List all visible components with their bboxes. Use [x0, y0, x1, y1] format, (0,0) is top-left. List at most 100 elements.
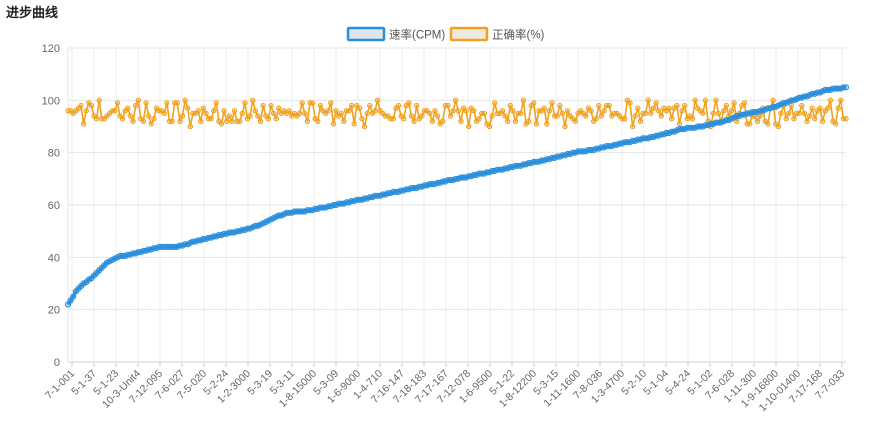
- accuracy-series-point[interactable]: [119, 116, 126, 122]
- accuracy-series-point[interactable]: [333, 108, 339, 114]
- accuracy-series-point[interactable]: [453, 97, 459, 104]
- accuracy-series-point[interactable]: [390, 116, 396, 122]
- accuracy-series-point[interactable]: [809, 105, 815, 111]
- accuracy-series-point[interactable]: [731, 100, 737, 106]
- accuracy-series-point[interactable]: [843, 116, 849, 122]
- accuracy-series-point[interactable]: [622, 116, 628, 122]
- accuracy-series-point[interactable]: [796, 110, 802, 117]
- accuracy-series-point[interactable]: [832, 121, 839, 127]
- accuracy-series-point[interactable]: [112, 108, 118, 114]
- accuracy-series-point[interactable]: [372, 108, 378, 114]
- accuracy-series-point[interactable]: [255, 113, 261, 119]
- accuracy-series-point[interactable]: [304, 118, 311, 125]
- accuracy-series-point[interactable]: [302, 110, 308, 117]
- accuracy-series-point[interactable]: [778, 110, 784, 117]
- accuracy-series-point[interactable]: [692, 97, 698, 104]
- accuracy-series-point[interactable]: [546, 108, 553, 114]
- accuracy-series-point[interactable]: [328, 100, 334, 106]
- accuracy-series-point[interactable]: [786, 110, 792, 117]
- accuracy-series-point[interactable]: [317, 102, 324, 109]
- accuracy-series-point[interactable]: [198, 118, 204, 125]
- accuracy-series-point[interactable]: [520, 97, 527, 104]
- accuracy-series-point[interactable]: [650, 105, 657, 111]
- accuracy-series-point[interactable]: [775, 123, 781, 130]
- accuracy-series-point[interactable]: [83, 108, 89, 114]
- accuracy-series-point[interactable]: [806, 113, 813, 119]
- accuracy-series-point[interactable]: [799, 102, 805, 109]
- accuracy-series-point[interactable]: [252, 108, 259, 114]
- accuracy-series-point[interactable]: [348, 102, 355, 109]
- accuracy-series-point[interactable]: [195, 108, 201, 114]
- accuracy-series-point[interactable]: [174, 100, 181, 106]
- accuracy-series-point[interactable]: [351, 121, 357, 127]
- accuracy-series-point[interactable]: [715, 110, 722, 117]
- accuracy-series-point[interactable]: [518, 110, 524, 117]
- accuracy-series-point[interactable]: [276, 105, 282, 111]
- accuracy-series-point[interactable]: [356, 105, 363, 111]
- accuracy-series-point[interactable]: [637, 118, 644, 125]
- accuracy-series-point[interactable]: [93, 116, 100, 122]
- accuracy-series-point[interactable]: [185, 105, 191, 111]
- accuracy-series-point[interactable]: [817, 105, 823, 111]
- accuracy-series-point[interactable]: [367, 102, 373, 109]
- accuracy-series-point[interactable]: [140, 118, 147, 125]
- accuracy-series-point[interactable]: [562, 123, 568, 130]
- accuracy-series-point[interactable]: [432, 108, 438, 114]
- accuracy-series-point[interactable]: [642, 110, 649, 117]
- accuracy-series-point[interactable]: [825, 105, 831, 111]
- accuracy-series-point[interactable]: [427, 110, 433, 117]
- accuracy-series-point[interactable]: [804, 118, 810, 125]
- accuracy-series-point[interactable]: [721, 108, 727, 114]
- accuracy-series-point[interactable]: [179, 113, 186, 119]
- accuracy-series-point[interactable]: [544, 121, 550, 127]
- accuracy-series-point[interactable]: [679, 108, 685, 114]
- accuracy-series-point[interactable]: [463, 108, 469, 114]
- accuracy-series-point[interactable]: [588, 108, 594, 114]
- accuracy-series-point[interactable]: [401, 116, 407, 122]
- accuracy-series-point[interactable]: [434, 113, 441, 119]
- accuracy-series-point[interactable]: [346, 108, 352, 114]
- accuracy-series-point[interactable]: [601, 108, 607, 114]
- accuracy-series-point[interactable]: [242, 100, 248, 106]
- accuracy-series-point[interactable]: [593, 116, 599, 122]
- accuracy-series-point[interactable]: [250, 97, 256, 104]
- accuracy-series-point[interactable]: [635, 105, 641, 111]
- accuracy-series-point[interactable]: [447, 113, 454, 119]
- legend-item-accuracy[interactable]: 正确率(%): [449, 26, 545, 42]
- accuracy-series-point[interactable]: [161, 110, 168, 117]
- accuracy-series-point[interactable]: [713, 97, 719, 104]
- accuracy-series-point[interactable]: [341, 118, 347, 125]
- accuracy-series-point[interactable]: [411, 118, 417, 125]
- accuracy-series-point[interactable]: [559, 110, 566, 117]
- accuracy-series-point[interactable]: [237, 118, 243, 125]
- accuracy-series-point[interactable]: [747, 121, 753, 127]
- accuracy-series-point[interactable]: [676, 121, 683, 127]
- accuracy-series-point[interactable]: [710, 110, 716, 117]
- accuracy-series-point[interactable]: [492, 100, 498, 106]
- accuracy-series-point[interactable]: [531, 100, 537, 106]
- accuracy-series-point[interactable]: [151, 116, 157, 122]
- accuracy-series-point[interactable]: [299, 100, 305, 106]
- speed-series-point[interactable]: [70, 293, 77, 300]
- accuracy-series-point[interactable]: [78, 102, 84, 109]
- accuracy-series-point[interactable]: [598, 113, 605, 119]
- accuracy-series-point[interactable]: [270, 110, 277, 117]
- accuracy-series-point[interactable]: [471, 108, 477, 114]
- accuracy-series-point[interactable]: [200, 105, 207, 111]
- accuracy-series-point[interactable]: [395, 102, 402, 109]
- accuracy-series-point[interactable]: [414, 102, 420, 109]
- accuracy-series-point[interactable]: [674, 102, 680, 109]
- accuracy-series-point[interactable]: [96, 97, 102, 104]
- accuracy-series-point[interactable]: [359, 116, 365, 122]
- accuracy-series-point[interactable]: [130, 118, 136, 125]
- legend[interactable]: 速率(CPM) 正确率(%): [346, 26, 545, 42]
- accuracy-series-point[interactable]: [127, 113, 134, 119]
- accuracy-series-point[interactable]: [770, 97, 776, 104]
- accuracy-series-point[interactable]: [408, 113, 415, 119]
- accuracy-series-point[interactable]: [133, 102, 139, 109]
- accuracy-series-point[interactable]: [146, 113, 152, 119]
- legend-item-speed[interactable]: 速率(CPM): [346, 26, 445, 42]
- accuracy-series-point[interactable]: [583, 113, 589, 119]
- accuracy-series-point[interactable]: [606, 102, 612, 109]
- accuracy-series-point[interactable]: [627, 100, 633, 106]
